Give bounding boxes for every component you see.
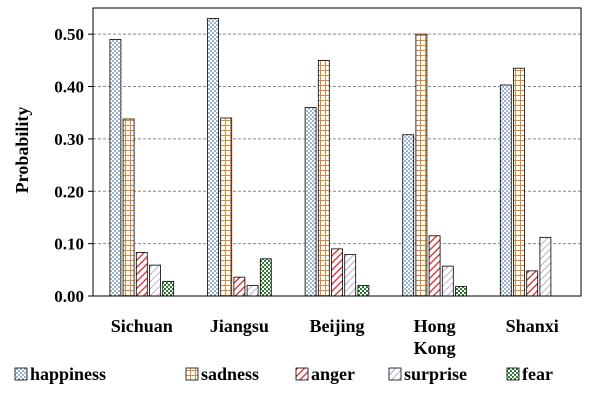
bar-anger <box>526 270 539 297</box>
y-tick-label: 0.30 <box>54 130 84 149</box>
bar-surprise <box>246 285 259 297</box>
bar-sadness <box>220 117 233 297</box>
legend: happiness sadness anger surprise fear <box>14 364 553 384</box>
bar-surprise <box>539 236 552 297</box>
bar-fear <box>259 258 272 297</box>
legend-label-anger: anger <box>311 364 355 384</box>
y-axis-title: Probability <box>12 107 32 194</box>
bar-anger <box>331 248 343 297</box>
y-tick-label: 0.10 <box>54 235 84 254</box>
y-tick-label: 0.50 <box>54 25 84 44</box>
plot-frame <box>92 7 582 297</box>
bar-anger <box>135 252 148 297</box>
bar-anger <box>428 235 441 297</box>
bar-sadness <box>122 118 135 297</box>
legend-swatch-happiness <box>14 367 28 381</box>
x-category-label: Beijing <box>309 316 364 336</box>
bar-fear <box>357 285 370 297</box>
y-tick-label: 0.00 <box>54 287 84 306</box>
bar-sadness <box>415 33 428 297</box>
legend-label-happiness: happiness <box>30 364 106 384</box>
bar-fear <box>162 280 175 297</box>
legend-label-sadness: sadness <box>201 364 259 384</box>
axes: 0.00 0.10 0.20 0.30 0.40 0.50 Sichuan Jiangsu Be… <box>54 7 582 358</box>
bar-fear <box>455 286 467 297</box>
x-category-label: Hong Kong <box>414 316 456 358</box>
bar-surprise <box>441 265 454 297</box>
legend-swatch-sadness <box>185 367 199 381</box>
gridlines <box>93 33 581 245</box>
x-category-label: Sichuan <box>111 316 173 336</box>
y-tick-label: 0.40 <box>54 78 84 97</box>
bar-happiness <box>499 84 512 297</box>
legend-label-fear: fear <box>522 364 553 384</box>
legend-swatch-fear <box>506 367 520 381</box>
x-category-label: Shanxi <box>506 316 559 336</box>
bar-happiness <box>109 39 122 297</box>
bar-sadness <box>317 59 330 297</box>
bar-surprise <box>344 254 357 297</box>
bar-surprise <box>149 264 161 297</box>
bars <box>109 18 552 297</box>
bar-anger <box>233 276 246 297</box>
x-category-label: Jiangsu <box>210 316 269 336</box>
bar-sadness <box>513 67 525 297</box>
y-tick-label: 0.20 <box>54 182 84 201</box>
legend-label-surprise: surprise <box>404 364 467 384</box>
bar-happiness <box>304 107 317 297</box>
legend-swatch-surprise <box>388 367 402 381</box>
legend-swatch-anger <box>295 367 309 381</box>
bar-happiness <box>402 134 415 297</box>
bar-happiness <box>207 18 219 297</box>
